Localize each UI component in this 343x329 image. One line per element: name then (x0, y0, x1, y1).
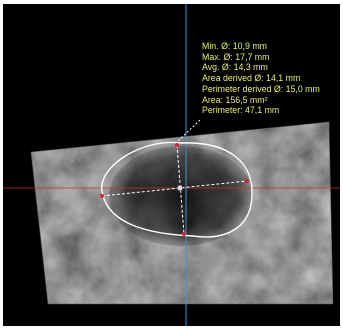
area-derived-diameter-label: Area derived Ø: 14,1 mm (202, 73, 320, 84)
max-diameter-label: Max. Ø: 17,7 mm (202, 52, 320, 63)
center-point-handle[interactable] (177, 185, 183, 191)
measurement-annotation: Min. Ø: 10,9 mm Max. Ø: 17,7 mm Avg. Ø: … (202, 41, 320, 116)
perimeter-label: Perimeter: 47,1 mm (202, 105, 320, 116)
contour-handle-bottom[interactable] (182, 232, 186, 236)
avg-diameter-label: Avg. Ø: 14,3 mm (202, 62, 320, 73)
area-label: Area: 156,5 mm² (202, 95, 320, 106)
perimeter-derived-diameter-label: Perimeter derived Ø: 15,0 mm (202, 84, 320, 95)
contour-handle-top[interactable] (175, 143, 179, 147)
contour-handle-left[interactable] (100, 194, 104, 198)
min-diameter-label: Min. Ø: 10,9 mm (202, 41, 320, 52)
contour-handle-right[interactable] (245, 179, 249, 183)
image-viewport[interactable]: Min. Ø: 10,9 mm Max. Ø: 17,7 mm Avg. Ø: … (3, 4, 340, 326)
